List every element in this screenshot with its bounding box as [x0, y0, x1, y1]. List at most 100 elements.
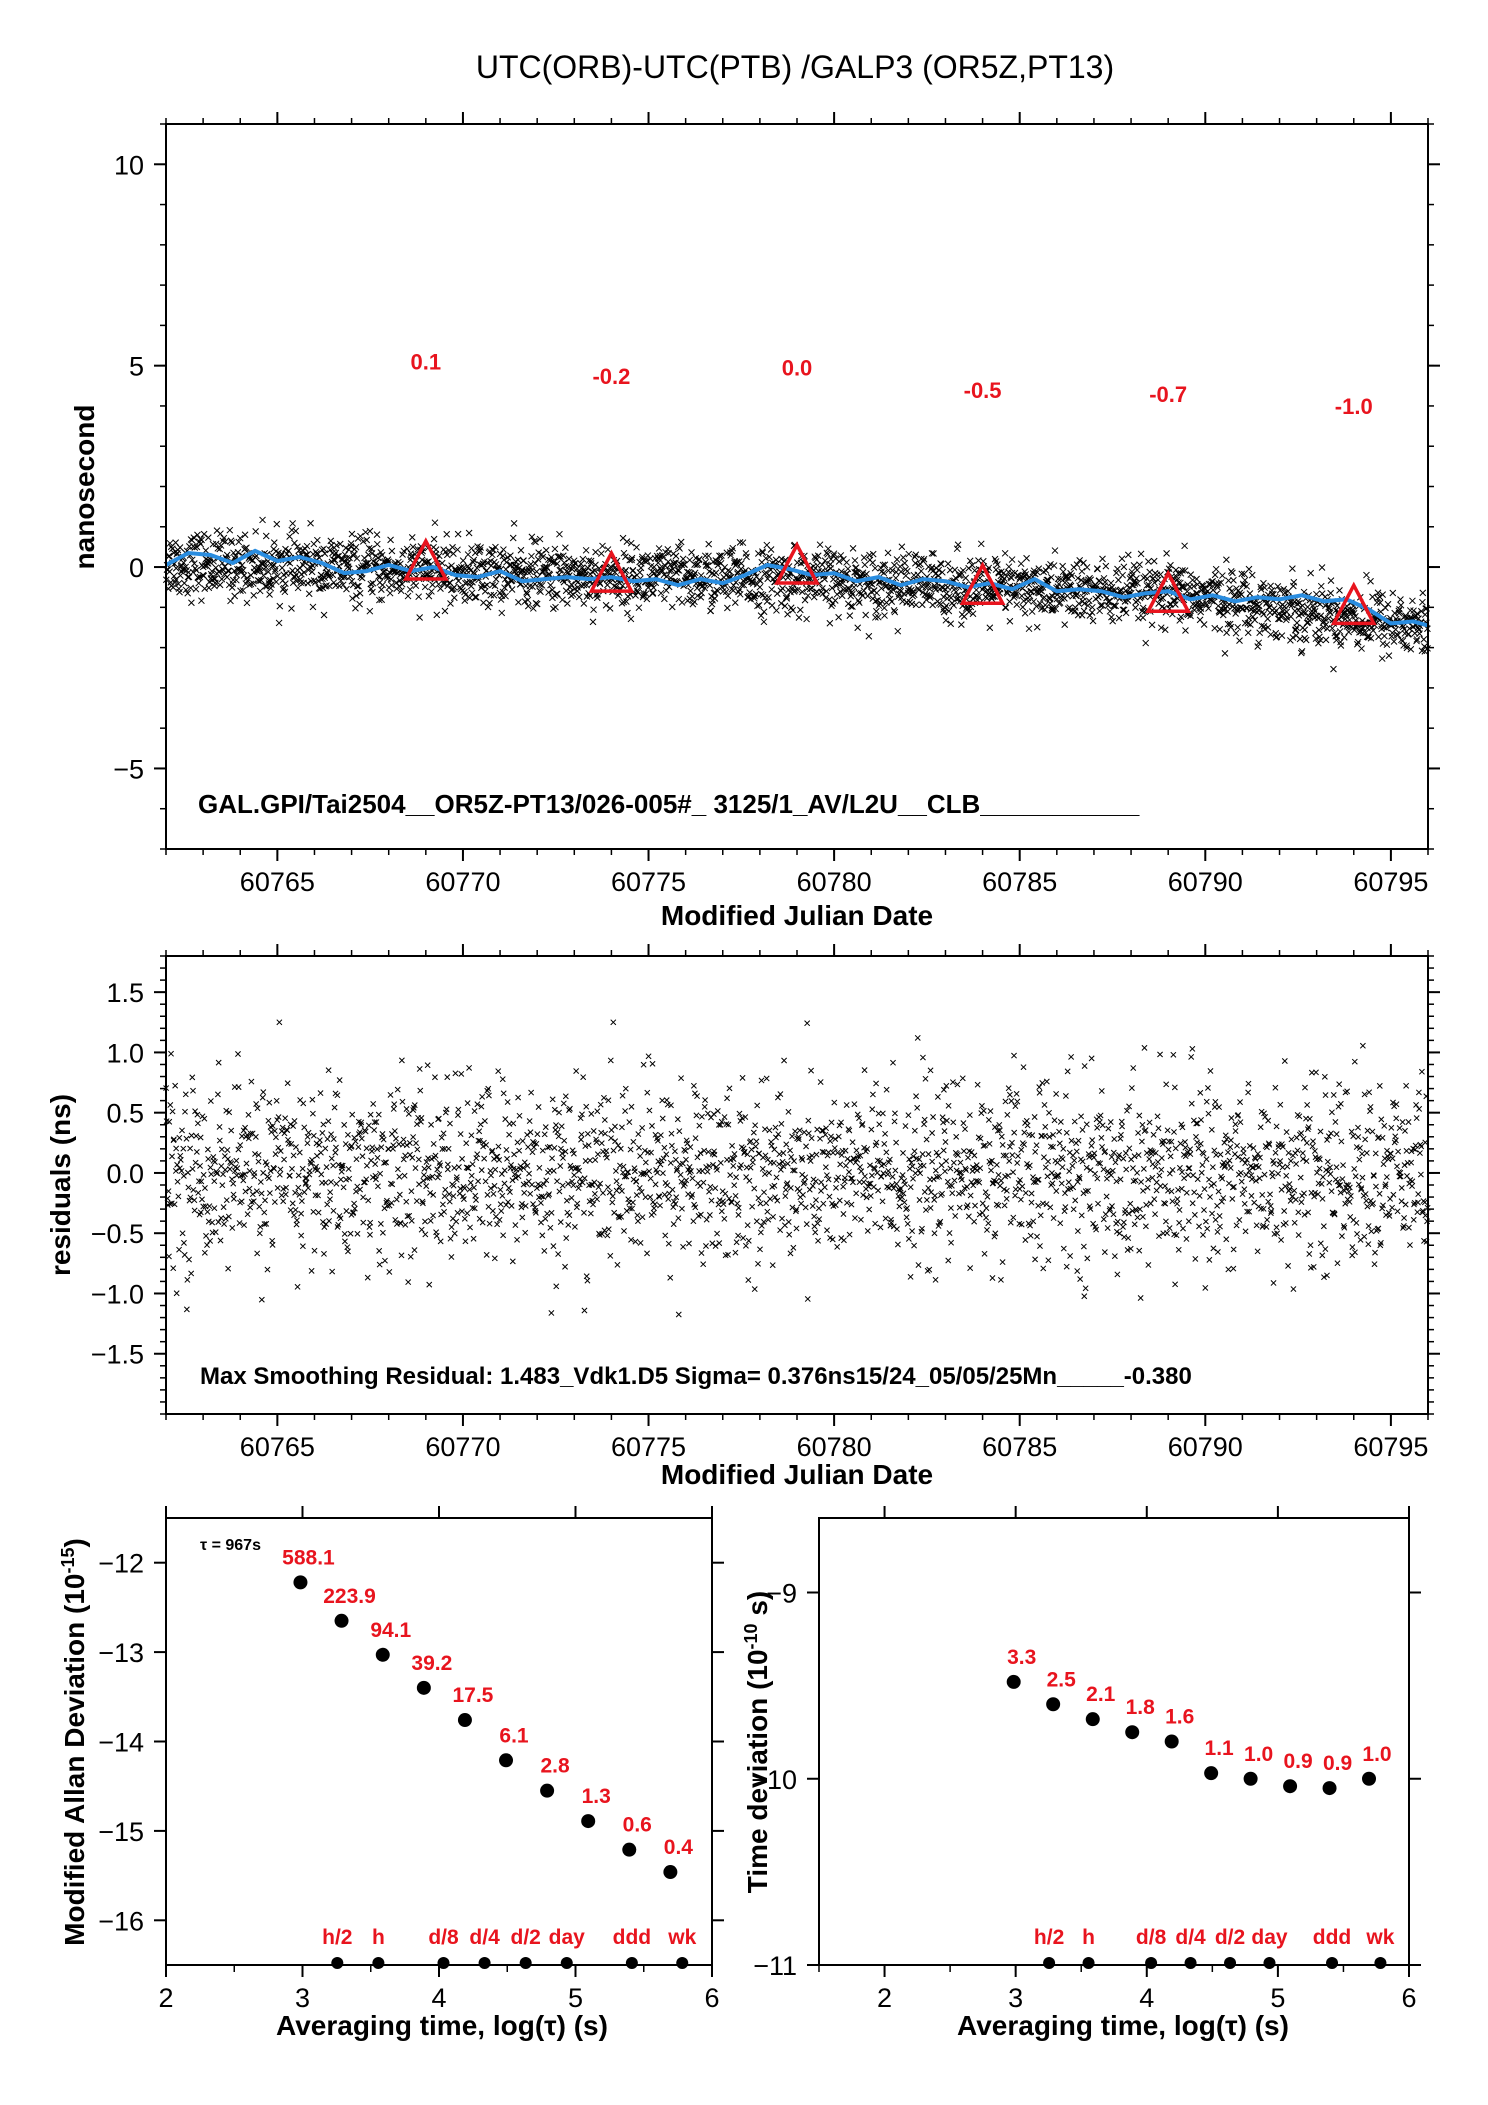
residual-point: [418, 1226, 425, 1233]
measurement-point: [265, 577, 273, 585]
measurement-point: [824, 550, 832, 558]
measurement-point: [228, 539, 236, 547]
residual-point: [665, 1196, 672, 1203]
residual-point: [1327, 1171, 1334, 1177]
residual-point: [727, 1172, 734, 1179]
residual-point: [885, 1168, 892, 1174]
measurement-point: [897, 568, 905, 576]
residual-point: [941, 1128, 948, 1135]
residual-point: [374, 1154, 381, 1161]
residual-point: [193, 1148, 200, 1155]
measurement-point: [762, 554, 770, 562]
residual-point: [549, 1155, 556, 1162]
residual-point: [980, 1107, 987, 1114]
measurement-point: [1197, 605, 1205, 612]
residual-point: [953, 1133, 960, 1140]
measurement-point: [366, 527, 374, 535]
residual-point: [1130, 1065, 1137, 1072]
residual-point: [230, 1180, 237, 1187]
residual-point: [1134, 1169, 1141, 1176]
measurement-point: [216, 581, 224, 589]
residual-point: [864, 1227, 871, 1234]
residual-point: [833, 1184, 839, 1191]
residual-point: [201, 1249, 208, 1256]
residual-point: [186, 1256, 192, 1263]
residual-point: [170, 1265, 177, 1272]
residual-point: [179, 1230, 186, 1237]
residual-point: [917, 1170, 924, 1177]
measurement-point: [268, 581, 275, 588]
residual-point: [254, 1105, 261, 1112]
residual-point: [1298, 1199, 1305, 1206]
residual-point: [1207, 1194, 1213, 1200]
residual-point: [1090, 1220, 1097, 1227]
residual-point: [952, 1213, 959, 1219]
measurement-point: [924, 581, 932, 589]
residual-point: [721, 1215, 728, 1222]
measurement-point: [364, 559, 372, 567]
x-tick-label: 60765: [240, 867, 315, 897]
residual-point: [354, 1230, 361, 1237]
residual-point: [223, 1197, 230, 1204]
residual-point: [782, 1186, 789, 1193]
residual-point: [971, 1152, 978, 1159]
measurement-point: [928, 549, 936, 557]
residual-point: [340, 1184, 347, 1191]
residual-point: [579, 1111, 585, 1118]
measurement-point: [259, 516, 266, 524]
measurement-point: [975, 593, 983, 601]
measurement-point: [238, 561, 246, 569]
residual-point: [1131, 1153, 1138, 1160]
residual-point: [1141, 1044, 1148, 1051]
measurement-point: [945, 607, 953, 615]
residual-point: [764, 1208, 771, 1215]
measurement-point: [811, 589, 819, 597]
residual-point: [189, 1165, 196, 1172]
residual-point: [590, 1201, 596, 1208]
residual-point: [637, 1239, 644, 1246]
measurement-point: [1064, 574, 1072, 582]
measurement-point: [1041, 601, 1049, 609]
residual-point: [336, 1077, 343, 1084]
triangle-label: 0.0: [782, 356, 813, 381]
residual-point: [932, 1192, 938, 1199]
measurement-point: [765, 593, 772, 601]
measurement-point: [965, 564, 973, 572]
measurement-point: [532, 538, 539, 546]
residual-point: [1158, 1166, 1165, 1173]
residual-point: [1326, 1179, 1333, 1186]
residual-point: [902, 1123, 909, 1130]
measurement-point: [462, 591, 469, 599]
residual-point: [1101, 1249, 1108, 1256]
measurement-point: [285, 547, 292, 555]
residual-point: [837, 1161, 844, 1168]
residual-point: [703, 1216, 710, 1223]
residual-point: [1073, 1148, 1080, 1155]
residual-point: [206, 1203, 213, 1210]
measurement-point: [768, 602, 776, 609]
residual-point: [1108, 1172, 1115, 1179]
measurement-point: [675, 567, 683, 574]
measurement-point: [1083, 563, 1091, 571]
residual-point: [809, 1182, 816, 1189]
measurement-point: [965, 608, 973, 616]
measurement-point: [743, 553, 750, 561]
measurement-point: [466, 578, 474, 586]
measurement-point: [1182, 627, 1189, 634]
residual-point: [1089, 1137, 1096, 1144]
measurement-point: [528, 552, 535, 560]
measurement-point: [737, 560, 745, 567]
residual-point: [740, 1235, 747, 1241]
residual-point: [785, 1108, 792, 1115]
measurement-point: [944, 560, 952, 568]
residual-point: [1211, 1147, 1218, 1154]
residual-point: [557, 1145, 564, 1152]
top-plot-frame: [165, 123, 1429, 850]
residual-point: [869, 1091, 876, 1098]
residual-point: [1306, 1250, 1313, 1257]
residual-point: [1011, 1052, 1017, 1059]
measurement-point: [1187, 571, 1195, 578]
measurement-point: [1142, 639, 1150, 647]
measurement-point: [507, 552, 514, 559]
residual-point: [806, 1186, 813, 1193]
